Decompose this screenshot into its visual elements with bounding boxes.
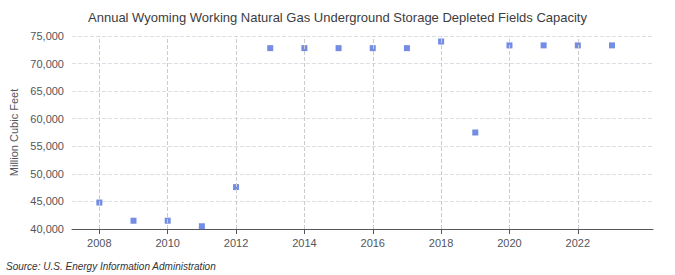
svg-text:45,000: 45,000 (30, 195, 64, 207)
svg-text:Million Cubic Feet: Million Cubic Feet (8, 89, 20, 176)
svg-text:75,000: 75,000 (30, 30, 64, 42)
svg-text:2014: 2014 (292, 237, 316, 249)
svg-text:2012: 2012 (224, 237, 248, 249)
svg-text:60,000: 60,000 (30, 113, 64, 125)
svg-text:2018: 2018 (429, 237, 453, 249)
svg-text:2010: 2010 (155, 237, 179, 249)
svg-text:40,000: 40,000 (30, 223, 64, 235)
svg-text:2020: 2020 (497, 237, 521, 249)
svg-text:2022: 2022 (566, 237, 590, 249)
svg-text:55,000: 55,000 (30, 140, 64, 152)
svg-text:Source: U.S. Energy Informatio: Source: U.S. Energy Information Administ… (6, 261, 216, 272)
svg-text:Annual Wyoming Working Natural: Annual Wyoming Working Natural Gas Under… (88, 10, 587, 25)
svg-text:70,000: 70,000 (30, 58, 64, 70)
svg-text:2016: 2016 (361, 237, 385, 249)
svg-text:2008: 2008 (87, 237, 111, 249)
svg-text:50,000: 50,000 (30, 168, 64, 180)
svg-text:65,000: 65,000 (30, 85, 64, 97)
